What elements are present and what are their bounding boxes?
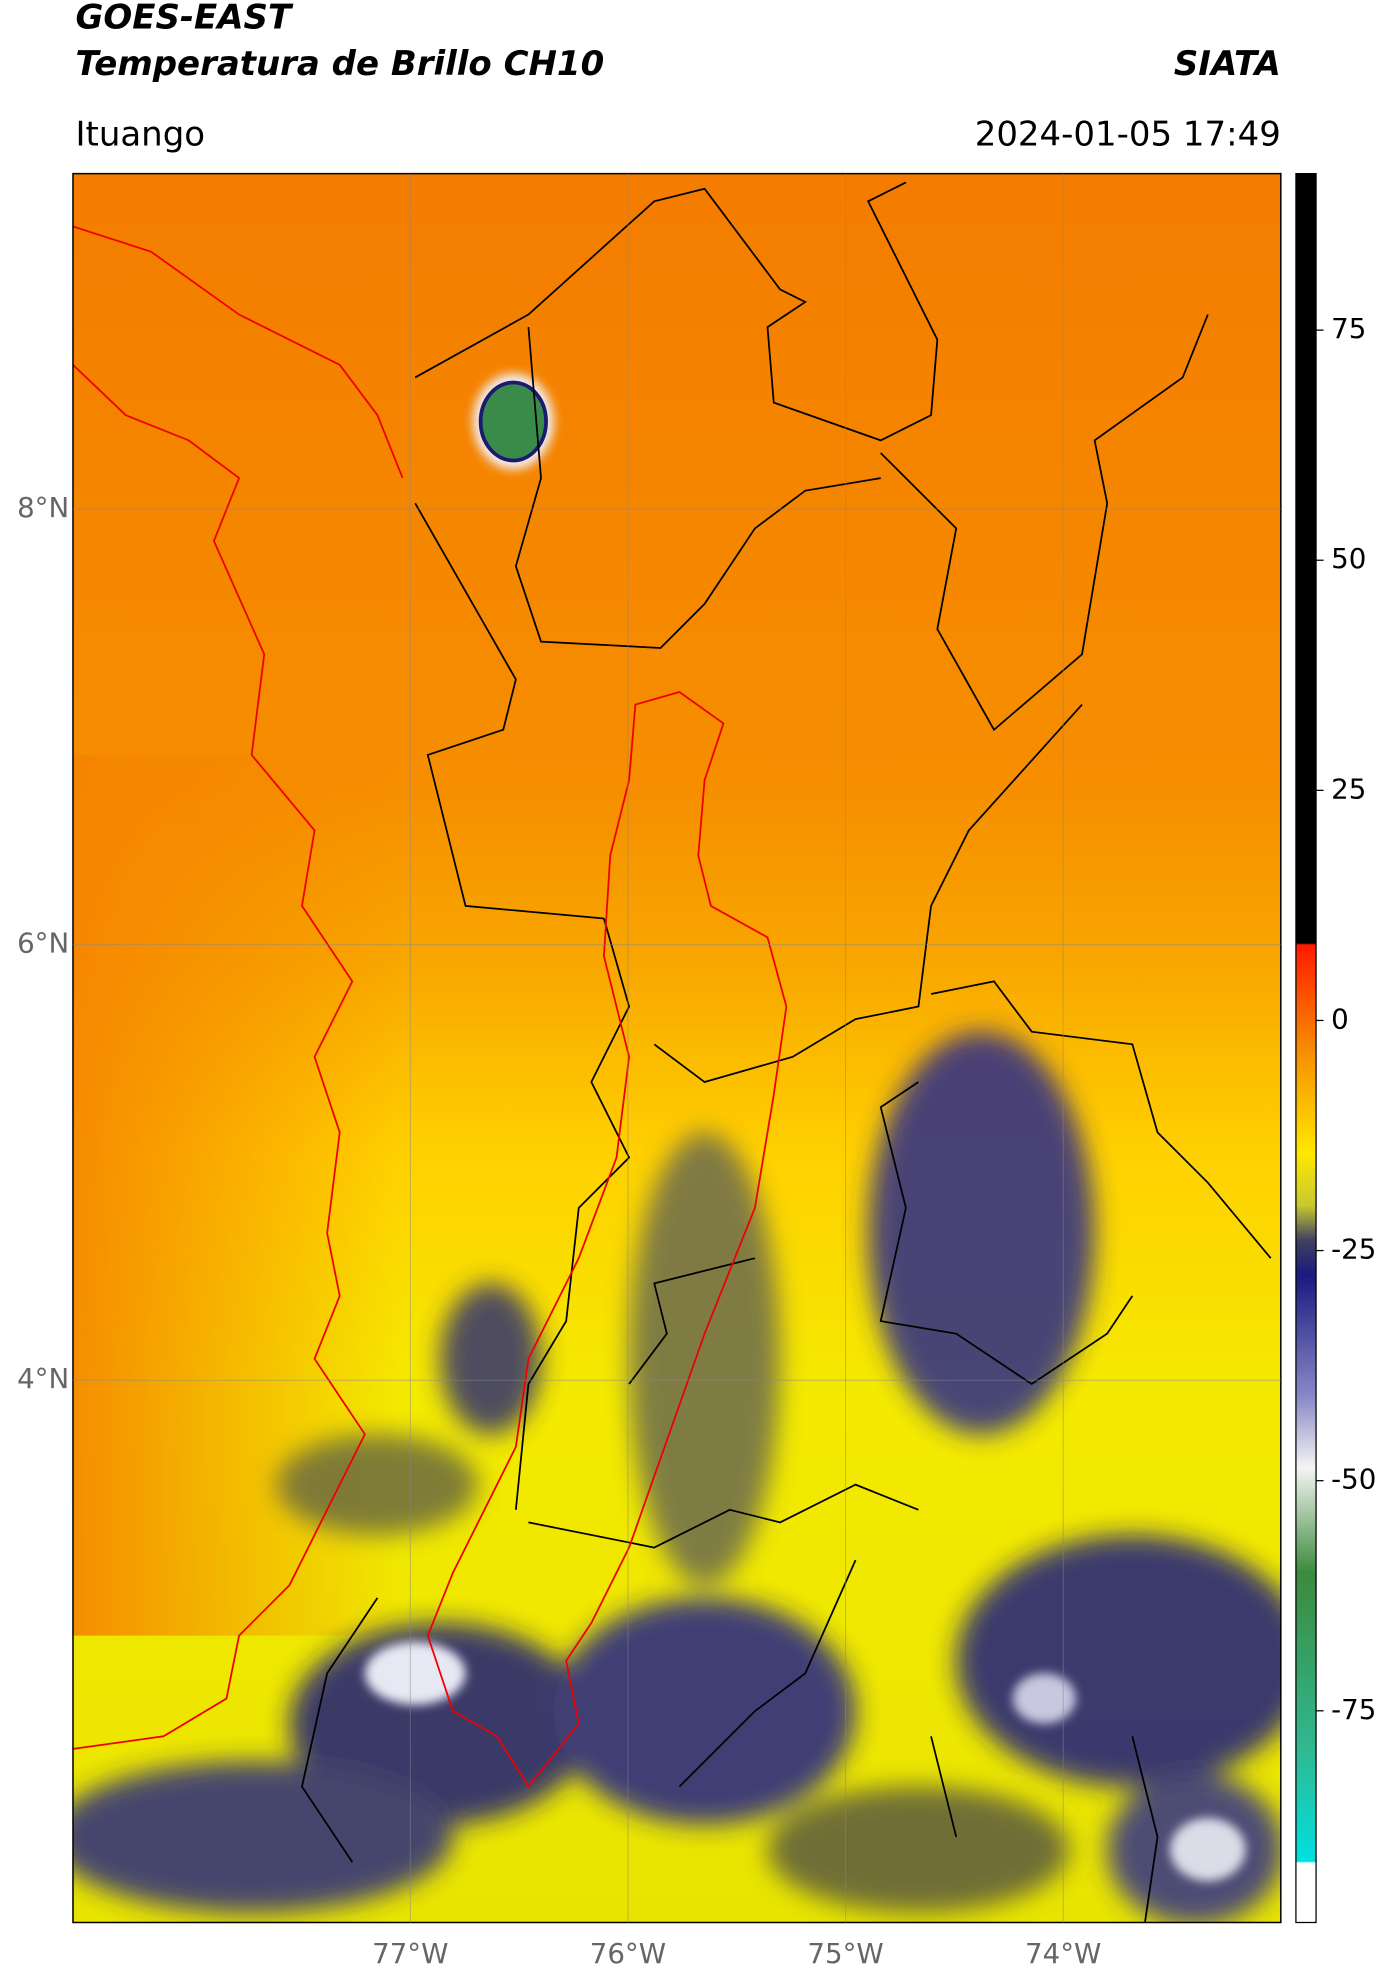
x-tick-label: 75°W <box>807 1937 883 1970</box>
colorbar-tick-label: -25 <box>1331 1233 1376 1266</box>
colorbar-tick-label: 25 <box>1331 772 1366 805</box>
colorbar-tick-label: -50 <box>1331 1463 1376 1496</box>
colorbar <box>1295 172 1317 1924</box>
timestamp: 2024-01-05 17:49 <box>975 114 1281 154</box>
agency: SIATA <box>1174 44 1281 84</box>
y-tick-label: 8°N <box>17 491 69 524</box>
map-frame <box>72 172 1282 1924</box>
title: GOES-EAST <box>75 0 293 37</box>
colorbar-tick-label: 0 <box>1331 1002 1349 1035</box>
x-tick-label: 76°W <box>590 1937 666 1970</box>
x-tick-label: 74°W <box>1025 1937 1101 1970</box>
y-tick-label: 4°N <box>17 1362 69 1395</box>
colorbar-tick-label: -75 <box>1331 1693 1376 1726</box>
colorbar-ticks: 75 50 25 0 -25 -50 -75 <box>1316 312 1376 1726</box>
subtitle: Temperatura de Brillo CH10 <box>75 44 604 84</box>
map-image <box>72 173 1281 1923</box>
colorbar-tick-label: 50 <box>1331 542 1366 575</box>
grid: 77°W 76°W 75°W 74°W 8°N 6°N 4°N <box>17 173 1281 1970</box>
x-tick-label: 77°W <box>372 1937 448 1970</box>
y-tick-label: 6°N <box>17 927 69 960</box>
location: Ituango <box>75 114 205 154</box>
colorbar-tick-label: 75 <box>1331 312 1366 345</box>
